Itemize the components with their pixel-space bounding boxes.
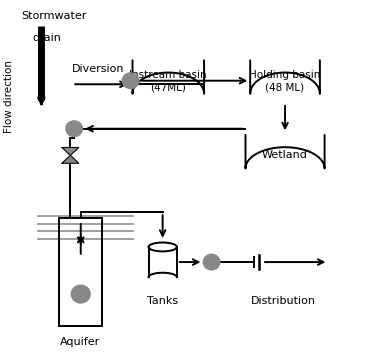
Circle shape [71, 285, 90, 303]
Text: Holding basin: Holding basin [249, 70, 321, 80]
Circle shape [122, 73, 139, 89]
Circle shape [203, 254, 220, 270]
Circle shape [66, 121, 82, 136]
Text: Tanks: Tanks [147, 296, 178, 306]
Polygon shape [62, 155, 79, 163]
Text: Diversion: Diversion [72, 64, 125, 74]
Text: Aquifer: Aquifer [60, 337, 100, 347]
Polygon shape [62, 147, 79, 155]
Text: Distribution: Distribution [251, 296, 316, 306]
Text: Stormwater: Stormwater [22, 11, 87, 21]
Text: (47ML): (47ML) [150, 82, 186, 92]
Text: Flow direction: Flow direction [5, 60, 14, 133]
Text: Instream basin: Instream basin [130, 70, 207, 80]
Text: (48 ML): (48 ML) [265, 82, 305, 92]
Bar [59, 218, 102, 326]
Text: Wetland: Wetland [262, 150, 308, 160]
Text: drain: drain [33, 33, 62, 43]
